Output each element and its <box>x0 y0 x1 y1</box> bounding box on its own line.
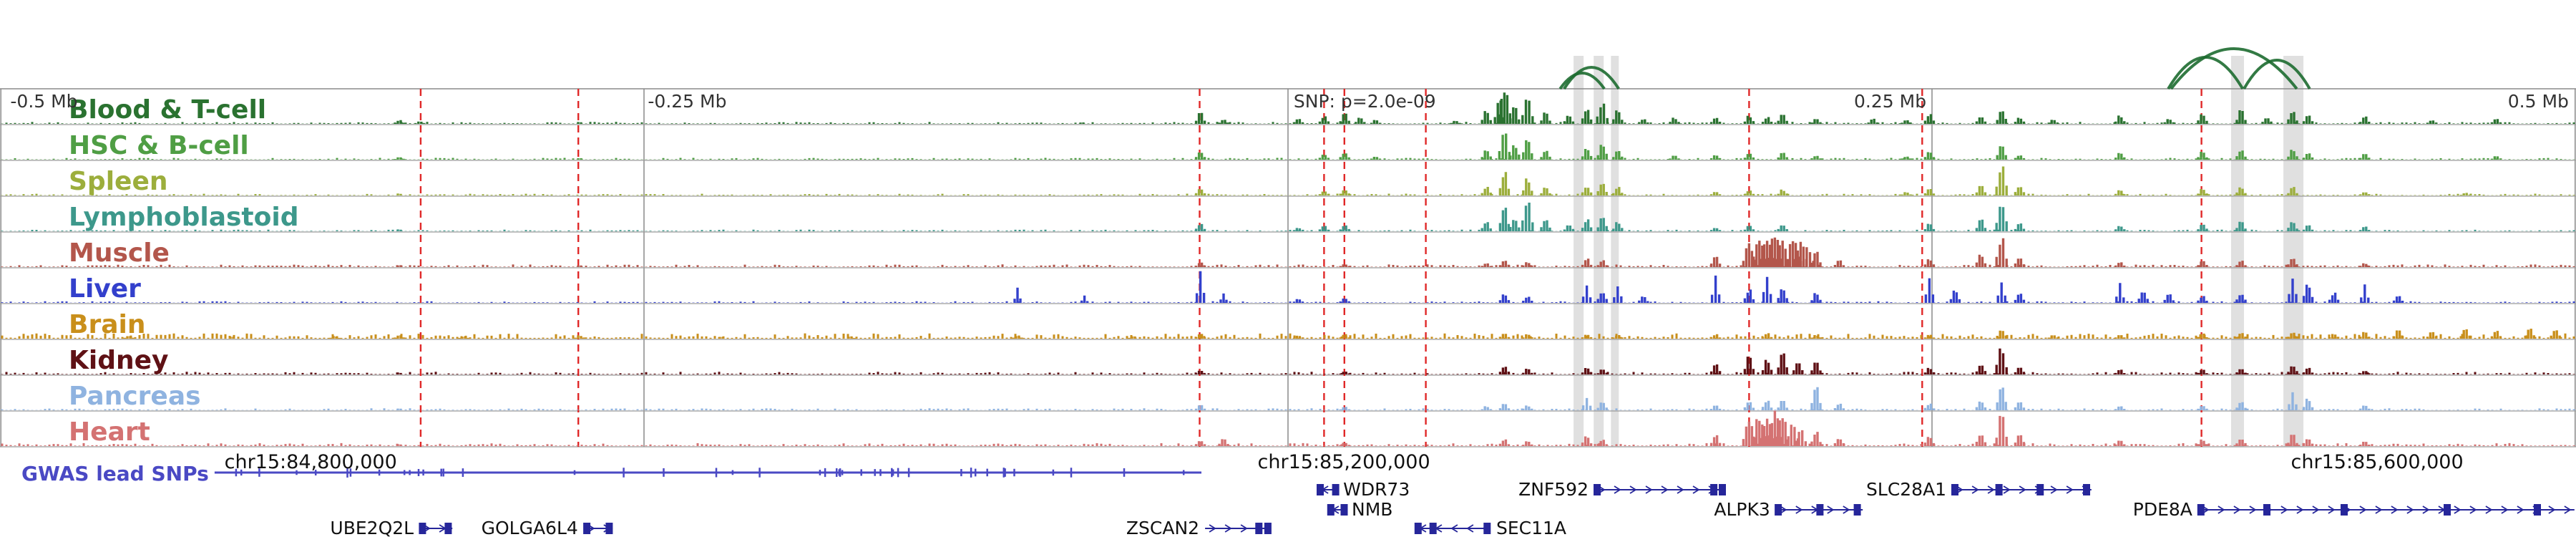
gene-label-slc28a1: SLC28A1 <box>1866 479 1946 500</box>
gene-exon-pde8a <box>2197 504 2205 516</box>
interaction-arc <box>2170 47 2298 90</box>
gwas-track-label: GWAS lead SNPs <box>21 462 209 485</box>
gene-exon-slc28a1 <box>1995 484 2003 495</box>
track-label-kidney: Kidney <box>69 346 169 375</box>
axis-tick-label: -0.5 Mb <box>10 91 77 112</box>
interaction-arc <box>1558 72 1606 90</box>
gene-exon-slc28a1 <box>1951 484 1958 495</box>
track-signal-lymphoblastoid <box>396 203 2371 231</box>
gene-exon-alpk3 <box>1816 504 1824 516</box>
track-label-pancreas: Pancreas <box>69 382 201 411</box>
track-signal-heart <box>396 410 2371 446</box>
interaction-arc <box>2243 59 2311 90</box>
track-label-heart: Heart <box>69 417 150 447</box>
gene-exon-wdr73 <box>1317 484 1324 495</box>
track-signal-kidney <box>396 348 2371 374</box>
gene-exon-pde8a <box>2341 504 2348 516</box>
snp-pvalue-label: SNP: p=2.0e-09 <box>1294 91 1436 112</box>
gene-exon-golga6l4 <box>583 523 591 534</box>
axis-tick-label: -0.25 Mb <box>648 91 726 112</box>
gene-label-alpk3: ALPK3 <box>1714 499 1770 520</box>
track-label-muscle: Muscle <box>69 238 170 268</box>
gene-label-zscan2: ZSCAN2 <box>1126 518 1199 537</box>
gene-exon-pde8a <box>2263 504 2270 516</box>
track-signal-spleen <box>396 166 2471 195</box>
coordinate-label: chr15:85,200,000 <box>1258 451 1430 473</box>
coordinate-label: chr15:84,800,000 <box>225 451 397 473</box>
gene-label-sec11a: SEC11A <box>1496 518 1566 537</box>
track-label-brain: Brain <box>69 310 145 339</box>
gene-exon-golga6l4 <box>605 523 613 534</box>
gene-exon-slc28a1 <box>2036 484 2044 495</box>
axis-tick-label: 0.5 Mb <box>2508 91 2569 112</box>
gene-exon-sec11a <box>1414 523 1422 534</box>
gene-exon-nmb <box>1327 504 1335 516</box>
gene-exon-znf592 <box>1594 484 1601 495</box>
gene-exon-ube2q2l <box>444 523 452 534</box>
track-signal-hsc-b-cell <box>394 133 2502 160</box>
gene-exon-znf592 <box>1710 484 1718 495</box>
track-signal-pancreas <box>396 387 2371 410</box>
gene-strand-arrows-znf592 <box>1598 485 1716 494</box>
gwas-snp-ticks <box>235 468 1185 478</box>
gene-exon-pde8a <box>2444 504 2451 516</box>
track-label-lymphoblastoid: Lymphoblastoid <box>69 203 299 232</box>
track-label-spleen: Spleen <box>69 167 168 196</box>
axis-tick-label: 0.25 Mb <box>1854 91 1926 112</box>
highlight-region <box>1594 56 1604 447</box>
track-signal-brain <box>123 329 2561 339</box>
track-signal-liver <box>1013 271 2404 303</box>
gene-label-nmb: NMB <box>1352 499 1392 520</box>
track-label-blood-t-cell: Blood & T-cell <box>69 95 266 125</box>
gene-strand-arrows-zscan2 <box>1209 524 1264 533</box>
gene-exon-nmb <box>1340 504 1348 516</box>
gene-exon-pde8a <box>2534 504 2541 516</box>
gene-exon-alpk3 <box>1775 504 1782 516</box>
gene-exon-sec11a <box>1483 523 1491 534</box>
gene-exon-ube2q2l <box>419 523 426 534</box>
track-signal-blood-t-cell <box>394 92 2502 124</box>
gene-label-wdr73: WDR73 <box>1343 479 1410 500</box>
gene-exon-znf592 <box>1719 484 1726 495</box>
coordinate-label: chr15:85,600,000 <box>2291 451 2464 473</box>
gene-label-pde8a: PDE8A <box>2133 499 2192 520</box>
gene-label-znf592: ZNF592 <box>1518 479 1589 500</box>
highlight-region <box>1574 56 1584 447</box>
gene-label-golga6l4: GOLGA6L4 <box>482 518 578 537</box>
highlight-region <box>1611 56 1619 447</box>
gene-exon-slc28a1 <box>2083 484 2090 495</box>
gene-exon-alpk3 <box>1853 504 1861 516</box>
track-label-hsc-b-cell: HSC & B-cell <box>69 131 249 160</box>
track-signal-muscle <box>396 237 2371 267</box>
gene-exon-sec11a <box>1429 523 1437 534</box>
gene-exon-zscan2 <box>1264 523 1272 534</box>
gene-exon-zscan2 <box>1255 523 1263 534</box>
gene-exon-wdr73 <box>1332 484 1340 495</box>
gene-label-ube2q2l: UBE2Q2L <box>330 518 414 537</box>
track-label-liver: Liver <box>69 274 141 304</box>
interaction-arc <box>1563 66 1620 90</box>
